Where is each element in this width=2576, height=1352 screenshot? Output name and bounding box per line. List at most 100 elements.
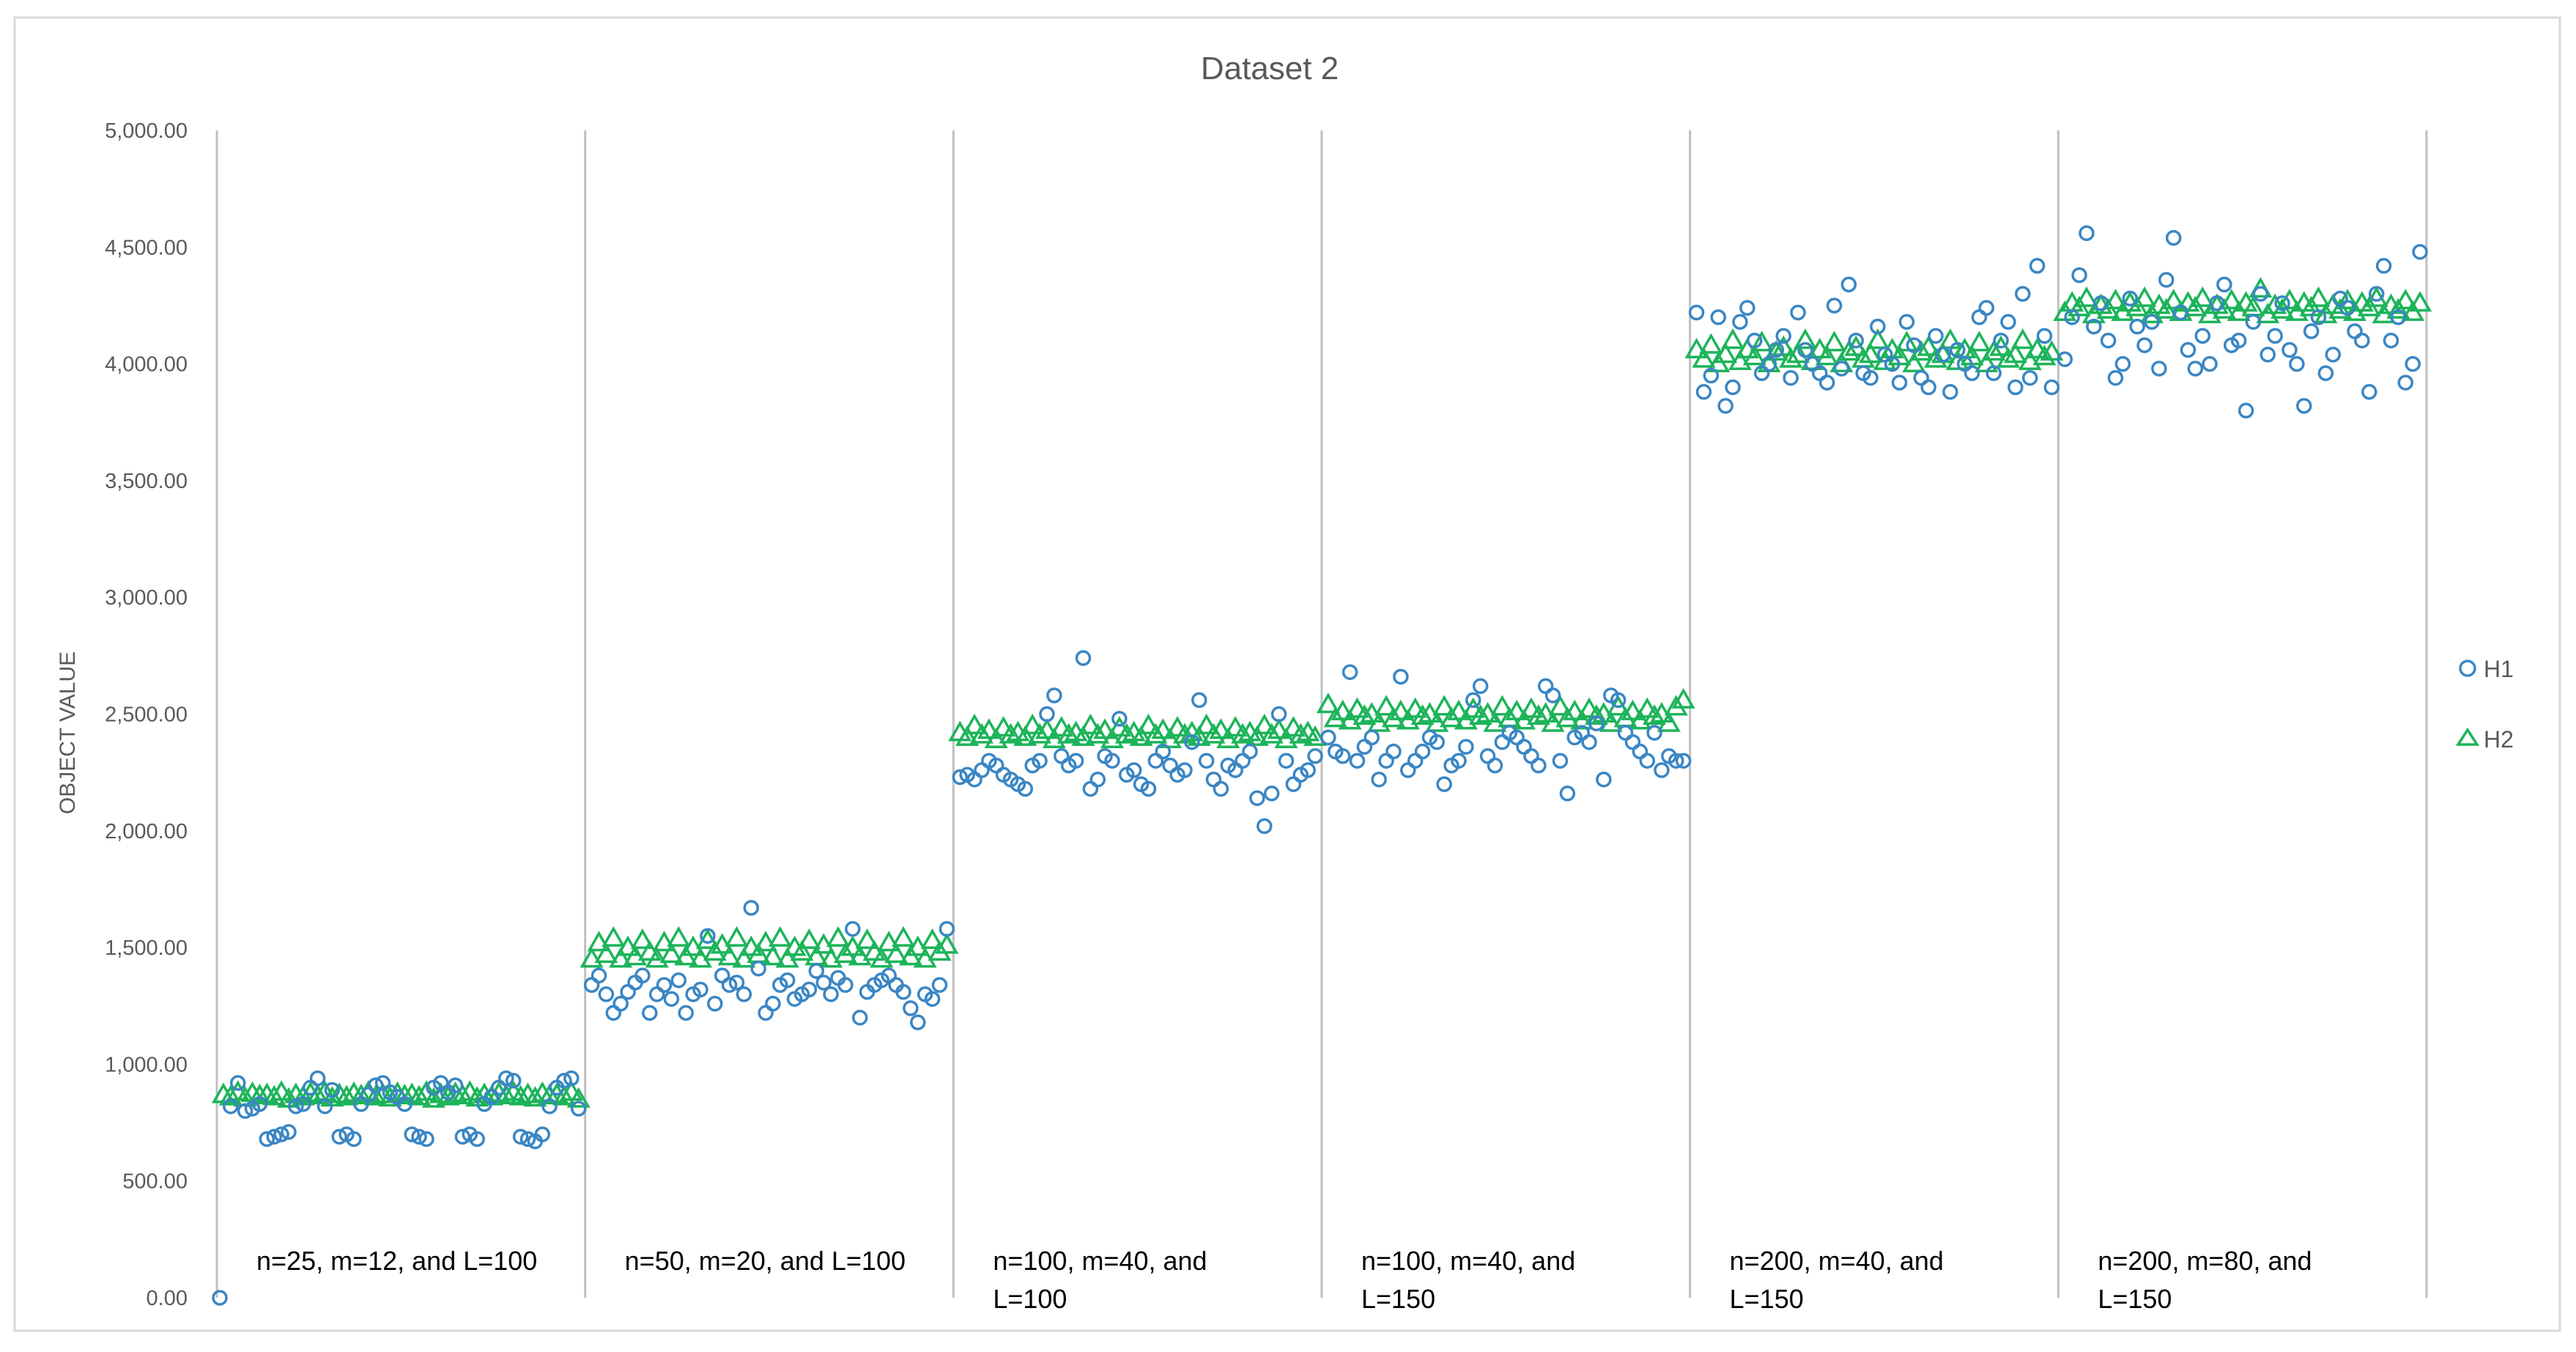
- h1-point: [1833, 361, 1850, 377]
- h2-point: [1865, 328, 1890, 350]
- h2-point: [1078, 713, 1103, 734]
- h2-point: [1166, 716, 1190, 737]
- h2-point: [877, 931, 901, 952]
- y-axis-label: OBJECT VALUE: [56, 651, 80, 814]
- h2-point: [451, 1083, 475, 1104]
- h1-point: [1111, 711, 1128, 727]
- h2-point: [760, 945, 785, 966]
- h1-point: [229, 1075, 246, 1091]
- category-label: n=25, m=12, and L=100: [256, 1246, 537, 1276]
- h1-point: [396, 1096, 413, 1112]
- h1-point: [743, 900, 760, 916]
- h1-point: [259, 1131, 275, 1148]
- legend-h2-label: H2: [2484, 726, 2514, 753]
- h1-point: [1414, 743, 1431, 760]
- h1-point: [1017, 780, 1034, 797]
- h1-point: [670, 972, 687, 989]
- h1-point: [317, 1098, 333, 1115]
- h2-point: [1692, 347, 1716, 368]
- h1-point: [1978, 300, 1995, 316]
- h1-point: [1320, 729, 1336, 746]
- h1-point: [2230, 332, 2247, 349]
- h2-point: [1684, 337, 1709, 358]
- h1-point: [2100, 332, 2117, 349]
- h2-point: [559, 1080, 583, 1101]
- h2-point: [1410, 704, 1435, 725]
- h1-point: [1104, 753, 1120, 769]
- h1-point: [678, 1005, 694, 1022]
- h2-point: [1381, 706, 1406, 728]
- h2-point: [1144, 723, 1168, 744]
- h2-point: [1035, 718, 1059, 739]
- h1-point: [598, 986, 615, 1002]
- h1-point: [1898, 314, 1915, 330]
- h2-point: [1107, 716, 1131, 737]
- h1-point: [1826, 298, 1843, 314]
- h1-point: [2267, 328, 2283, 344]
- h2-point: [1483, 711, 1507, 732]
- h1-point: [2021, 369, 2038, 386]
- h2-point: [1289, 723, 1313, 744]
- h1-point: [823, 986, 839, 1002]
- h1-point: [1334, 748, 1351, 764]
- h1-point: [2129, 318, 2145, 335]
- h2-point: [623, 945, 648, 966]
- h1-point: [1046, 687, 1062, 703]
- y-tick-label: 2,000.00: [105, 820, 188, 843]
- h1-point: [1140, 780, 1157, 797]
- h1-point: [1039, 706, 1055, 723]
- h1-point: [2368, 286, 2385, 302]
- h2-point: [2394, 289, 2418, 310]
- h1-point: [1840, 276, 1857, 293]
- h2-point: [1093, 718, 1117, 739]
- h2-point: [2003, 342, 2027, 363]
- h1-point: [1487, 757, 1503, 774]
- h1-point: [309, 1070, 326, 1087]
- h2-point: [1786, 342, 1810, 363]
- h1-point: [1920, 379, 1936, 396]
- h1-point: [1675, 753, 1692, 769]
- y-tick-label: 4,000.00: [105, 353, 188, 377]
- h1-point: [1646, 725, 1662, 741]
- h1-point: [1393, 668, 1409, 685]
- h1-point: [1588, 715, 1605, 731]
- h2-point: [1274, 727, 1298, 749]
- h2-point: [1764, 340, 1788, 361]
- h2-point: [1742, 344, 1766, 366]
- h1-point: [2107, 369, 2124, 386]
- h1-point: [367, 1077, 384, 1093]
- h1-point: [2310, 309, 2327, 325]
- h1-point: [2375, 258, 2392, 274]
- h2-point: [407, 1085, 432, 1106]
- h2-point: [335, 1085, 359, 1106]
- h1-point: [2071, 267, 2087, 284]
- h1-point: [1242, 743, 1258, 760]
- h2-point: [1577, 697, 1602, 718]
- h1-point: [1884, 355, 1900, 372]
- y-tick-label: 3,500.00: [105, 470, 188, 493]
- h1-point: [2136, 337, 2153, 353]
- h2-point: [1643, 704, 1667, 725]
- chart-title: Dataset 2: [1201, 51, 1339, 86]
- h1-point: [1654, 762, 1670, 778]
- h1-point: [931, 977, 948, 993]
- h2-point: [1202, 723, 1226, 744]
- h2-point: [1526, 704, 1550, 725]
- h1-point: [2114, 355, 2131, 372]
- h1-point: [404, 1126, 420, 1142]
- h2-point: [1657, 711, 1681, 732]
- h1-point: [1725, 379, 1741, 396]
- h1-point: [1935, 347, 1951, 363]
- h2-point: [1071, 725, 1095, 746]
- h2-point: [2032, 344, 2057, 366]
- h1-point: [2361, 384, 2377, 400]
- h1-point: [2405, 355, 2421, 372]
- h1-point: [903, 1000, 919, 1016]
- h2-point: [414, 1080, 439, 1101]
- h1-point: [692, 981, 708, 998]
- h1-point: [815, 975, 832, 991]
- h2-point: [963, 713, 987, 734]
- h1-point: [1307, 748, 1323, 764]
- h1-point: [2303, 323, 2320, 339]
- h1-point: [1213, 780, 1229, 797]
